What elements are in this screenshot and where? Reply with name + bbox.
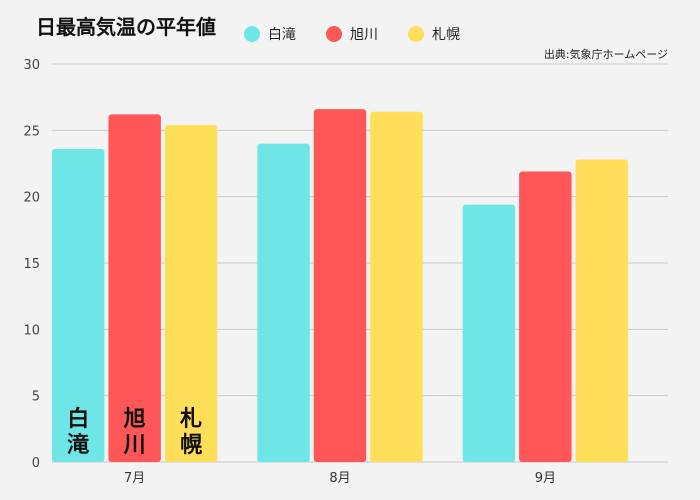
legend-marker-2 [326,26,342,42]
y-tick-25: 25 [23,124,40,139]
bar-label-2-1: 旭 [123,407,146,432]
chart-source: 出典:気象庁ホームページ [544,47,668,61]
bar-label-3-1: 札 [179,407,202,432]
bar-1-2 [108,114,161,462]
bar-1-3 [164,125,218,462]
y-axis: 0 5 10 15 20 25 30 [23,58,40,471]
bar-3-3 [575,159,628,462]
y-tick-20: 20 [23,191,40,206]
bar-label-3-2: 幌 [180,433,202,458]
y-tick-15: 15 [23,257,40,272]
x-tick-2: 8月 [329,471,350,486]
y-tick-10: 10 [23,323,40,338]
bar-label-2-2: 川 [123,433,146,458]
bar-label-1-1: 白 [67,406,89,432]
legend-label-2: 旭川 [350,27,378,43]
x-tick-1: 7月 [124,471,145,486]
x-tick-3: 9月 [535,471,556,486]
bar-1-1 [52,148,105,462]
y-tick-0: 0 [32,456,40,471]
legend-marker-1 [244,26,260,42]
bars [52,109,628,463]
bar-2-3 [370,111,423,462]
y-tick-5: 5 [32,390,40,405]
y-tick-30: 30 [23,58,40,73]
bar-label-1-2: 滝 [67,433,89,458]
bar-3-2 [519,171,572,462]
bar-3-1 [462,204,516,463]
legend-label-3: 札幌 [432,27,460,43]
legend: 白滝 旭川 札幌 [244,26,460,43]
bar-2-2 [313,109,367,463]
legend-label-1: 白滝 [268,27,296,43]
bar-labels: 白滝 旭川 札幌 [67,406,202,458]
x-axis: 7月 8月 9月 [124,471,556,486]
bar-2-1 [257,143,310,462]
legend-marker-3 [408,26,424,42]
chart-title: 日最高気温の平年値 [36,15,216,39]
